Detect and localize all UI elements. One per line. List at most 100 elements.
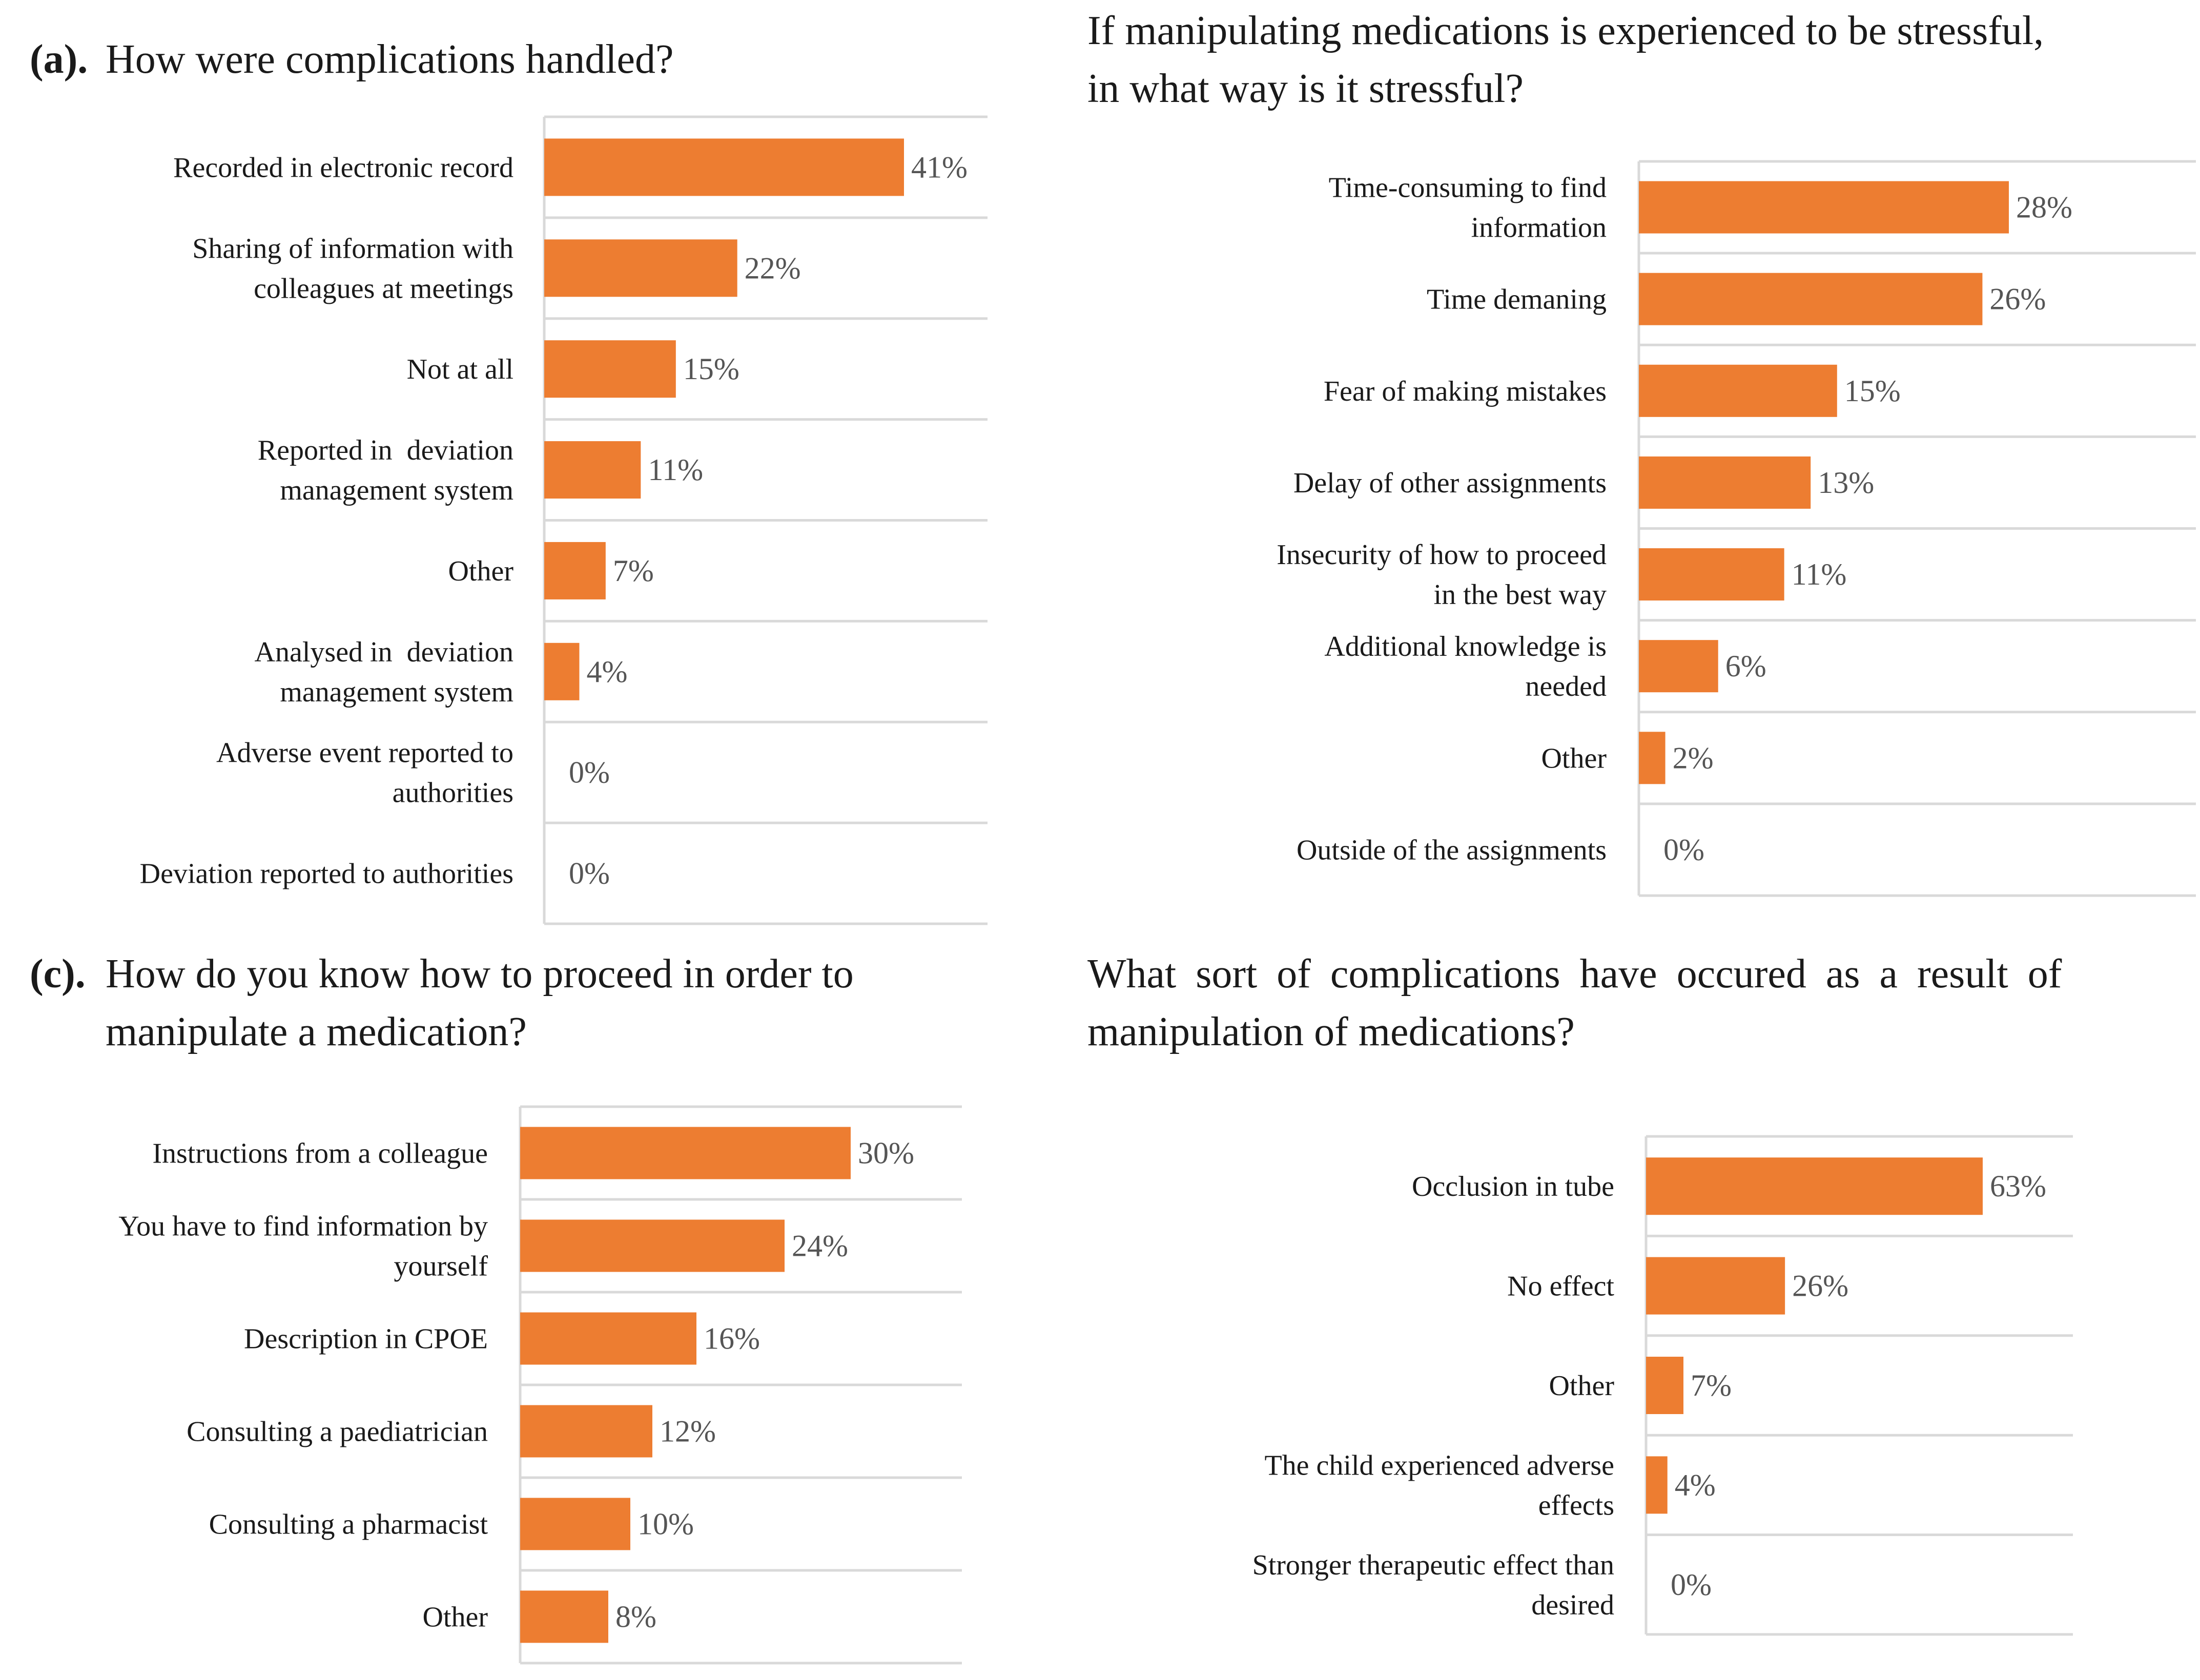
bar [544,239,737,297]
data-label: 8% [615,1600,656,1634]
data-label: 0% [1663,833,1704,866]
data-label: 30% [858,1136,914,1170]
title-line: in what way is it stressful? [1087,66,1524,111]
category-label: Outside of the assignments [1297,834,1607,866]
bar [1639,273,1983,325]
panel-label: (a). [30,37,88,82]
data-label: 0% [569,857,610,890]
title-line: What sort of complications have occured … [1087,951,2062,997]
bar [1646,1257,1785,1315]
bar [520,1590,608,1643]
data-label: 2% [1673,741,1714,775]
bar [1646,1157,1983,1215]
title-line: How were complications handled? [106,37,674,82]
bar [544,138,904,196]
bar [520,1498,630,1550]
data-label: 24% [792,1229,848,1263]
category-label: needed [1525,671,1607,702]
category-label: Reported in deviation [258,434,513,466]
category-label: desired [1531,1589,1614,1621]
category-label: Analysed in deviation [255,636,513,668]
bar [1639,456,1811,509]
data-label: 63% [1990,1169,2046,1203]
category-label: Additional knowledge is [1324,631,1607,662]
bar [520,1127,851,1179]
chart-title: (a). How were complications handled? [30,31,674,89]
data-label: 15% [1844,374,1901,408]
category-label: authorities [393,777,513,809]
bar [544,441,641,499]
data-label: 41% [911,150,968,184]
category-label: effects [1538,1489,1614,1521]
data-label: 4% [1675,1468,1716,1502]
data-label: 10% [638,1507,694,1541]
bar [520,1219,785,1272]
bar [544,542,606,599]
category-label: Consulting a paediatrician [187,1416,488,1448]
title-line: manipulate a medication? [106,1009,527,1054]
panel-label: (c). [30,951,86,997]
category-label: Insecurity of how to proceed [1277,539,1607,571]
category-label: Other [448,555,513,587]
bar [1639,181,2009,234]
title-line: How do you know how to proceed in order … [106,951,854,997]
bar [544,642,580,700]
category-label: You have to find information by [118,1211,488,1242]
bar [1646,1456,1668,1514]
title-line: If manipulating medications is experienc… [1087,8,2044,53]
category-label: Fear of making mistakes [1324,376,1607,407]
data-label: 15% [683,352,739,386]
category-label: Not at all [407,354,513,385]
chart-title: (c). How do you know how to proceed in o… [30,945,854,1061]
category-label: management system [280,676,513,708]
category-label: Other [1541,742,1607,774]
category-label: Instructions from a colleague [152,1138,488,1170]
chart-title: What sort of complications have occured … [1087,945,2062,1061]
data-label: 11% [1792,557,1847,591]
category-label: Consulting a pharmacist [209,1509,488,1541]
bar [520,1312,696,1365]
chart-title: If manipulating medications is experienc… [1087,2,2044,118]
category-label: management system [280,474,513,506]
data-label: 6% [1725,649,1766,683]
data-label: 11% [648,453,703,487]
bar [520,1405,652,1458]
category-label: Description in CPOE [244,1323,488,1355]
bar [1639,548,1784,601]
category-label: Sharing of information with [192,233,513,264]
category-label: information [1471,212,1607,244]
category-label: Time-consuming to find [1329,172,1607,204]
category-label: Deviation reported to authorities [140,858,513,890]
category-label: colleagues at meetings [254,273,513,304]
category-label: Other [1549,1370,1614,1402]
category-label: yourself [394,1251,488,1282]
category-label: Stronger therapeutic effect than [1252,1549,1614,1581]
category-label: Delay of other assignments [1293,467,1607,499]
category-label: Occlusion in tube [1412,1171,1614,1202]
bar [1639,732,1666,784]
category-label: Adverse event reported to [216,737,513,769]
category-label: in the best way [1434,579,1607,611]
category-label: Recorded in electronic record [173,152,513,183]
bar [1639,640,1718,693]
data-label: 28% [2016,191,2072,224]
data-label: 16% [704,1322,760,1356]
data-label: 13% [1818,466,1874,500]
bar [1639,364,1837,417]
bar [1646,1357,1683,1414]
data-label: 22% [745,251,801,285]
data-label: 0% [569,756,610,790]
data-label: 26% [1792,1269,1848,1303]
data-label: 0% [1671,1568,1712,1602]
data-label: 7% [1691,1368,1732,1402]
data-label: 7% [613,554,654,588]
title-line: manipulation of medications? [1087,1009,1575,1054]
data-label: 26% [1989,282,2046,316]
bar [544,340,676,398]
category-label: No effect [1507,1271,1614,1302]
data-label: 12% [660,1415,716,1448]
